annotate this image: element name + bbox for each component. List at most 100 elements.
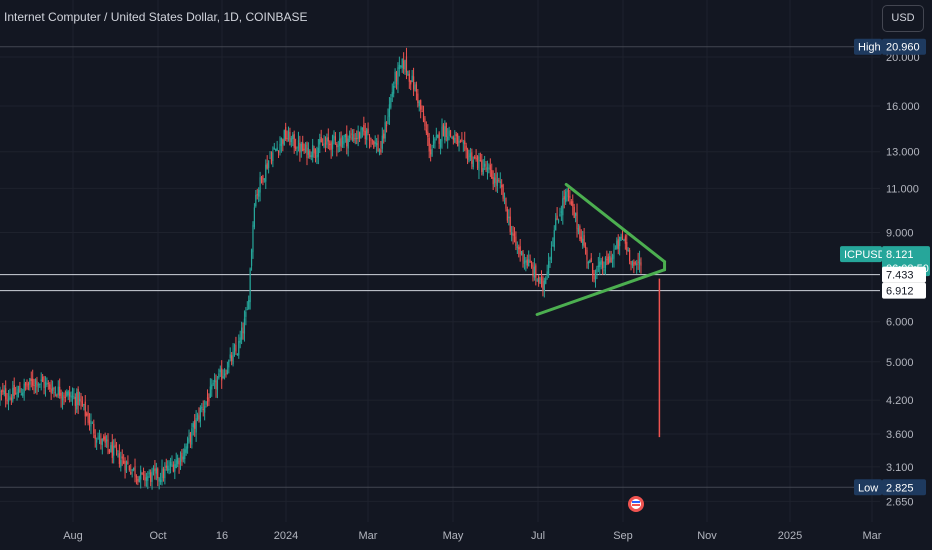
candle-body [350, 133, 352, 136]
candle-body [216, 379, 219, 390]
candle-body [175, 460, 177, 469]
price-tick-label: 3.600 [886, 429, 914, 441]
candle-body [640, 262, 642, 266]
low-label: Low [858, 482, 878, 494]
candle-body [513, 233, 516, 236]
candle-body [195, 418, 197, 433]
candle-body [34, 379, 37, 385]
dividend-event-icon[interactable] [628, 496, 644, 512]
candle-body [222, 376, 224, 379]
currency-button[interactable]: USD [882, 5, 924, 32]
candle-body [589, 260, 591, 264]
candle-body [474, 156, 476, 158]
candle-body [206, 397, 209, 399]
candle-body [557, 219, 560, 223]
candle-body [277, 150, 280, 153]
candle-body [66, 391, 68, 396]
candle-body [349, 135, 351, 139]
candle-body [559, 214, 561, 217]
high-value: 20.960 [886, 42, 920, 54]
candle-body [270, 158, 273, 163]
candle-body [449, 130, 452, 136]
candle-body [496, 179, 499, 187]
candle-body [637, 261, 639, 263]
candle-body [623, 239, 625, 241]
grid-lines [0, 0, 880, 522]
candle-body [113, 445, 115, 456]
candle-body [249, 268, 251, 303]
level-lower-tag-bg [882, 282, 926, 299]
candle-body [5, 388, 7, 400]
candle-body [49, 384, 51, 389]
time-tick-label: Mar [863, 530, 882, 542]
candle-body [545, 278, 547, 284]
candle-body [549, 257, 551, 260]
candle-body [120, 460, 122, 468]
time-axis[interactable]: Aug Oct 16 2024 Mar May Jul Sep Nov 2025 Mar [63, 530, 882, 542]
candle-body [265, 164, 267, 182]
candle-body [205, 401, 207, 405]
candle-body [81, 401, 84, 407]
candle-body [368, 136, 371, 141]
candle-body [255, 194, 257, 207]
candle-body [172, 464, 174, 472]
candle-body [262, 175, 264, 183]
chart-title: Internet Computer / United States Dollar… [4, 10, 308, 24]
candle-body [606, 259, 608, 261]
candle-body [333, 135, 335, 139]
candle-body [121, 456, 123, 459]
price-axis[interactable]: 20.000 16.000 13.000 11.000 9.000 6.000 5.000 4… [886, 52, 920, 508]
candle-body [592, 263, 594, 274]
candle-body [13, 384, 15, 396]
candle-body [546, 271, 548, 276]
candle-body [388, 104, 391, 117]
candle-body [20, 394, 22, 396]
candle-body [385, 125, 388, 127]
candle-body [481, 160, 483, 172]
flag-stripe [632, 504, 640, 506]
candle-body [417, 93, 419, 104]
candle-body [384, 122, 386, 139]
candle-body [596, 267, 598, 273]
candle-body [523, 260, 526, 264]
candle-body [525, 260, 527, 263]
candle-body [307, 147, 310, 155]
candle-body [96, 439, 98, 443]
candle-body [421, 111, 423, 113]
candle-body [464, 140, 466, 145]
candle-body [178, 460, 180, 465]
candle-body [26, 385, 28, 388]
candle-body [471, 152, 473, 164]
candle-body [12, 387, 14, 401]
candle-body [80, 395, 82, 403]
candle-body [468, 155, 470, 162]
candle-body [228, 360, 230, 368]
candle-body [607, 256, 609, 265]
candle-body [590, 257, 592, 263]
candle-body [115, 448, 118, 452]
candle-body [550, 248, 553, 260]
time-tick-label: Oct [149, 530, 166, 542]
candle-body [2, 389, 4, 392]
price-tick-label: 16.000 [886, 101, 920, 113]
candle-body [103, 436, 105, 440]
candle-body [597, 265, 599, 268]
candle-body [36, 381, 38, 388]
candle-body [63, 395, 65, 398]
candle-body [256, 194, 258, 196]
time-tick-label: Jul [531, 530, 545, 542]
candle-body [276, 147, 278, 151]
candle-body [57, 386, 59, 395]
candle-body [373, 140, 375, 148]
price-tick-label: 2.650 [886, 496, 914, 508]
time-tick-label: May [443, 530, 464, 542]
candle-body [155, 468, 157, 474]
candle-body [142, 470, 145, 472]
candle-body [627, 250, 629, 252]
candle-body [148, 472, 150, 474]
candle-body [310, 155, 312, 158]
candle-body [393, 85, 395, 94]
candle-body [609, 256, 611, 263]
candle-body [16, 391, 18, 397]
